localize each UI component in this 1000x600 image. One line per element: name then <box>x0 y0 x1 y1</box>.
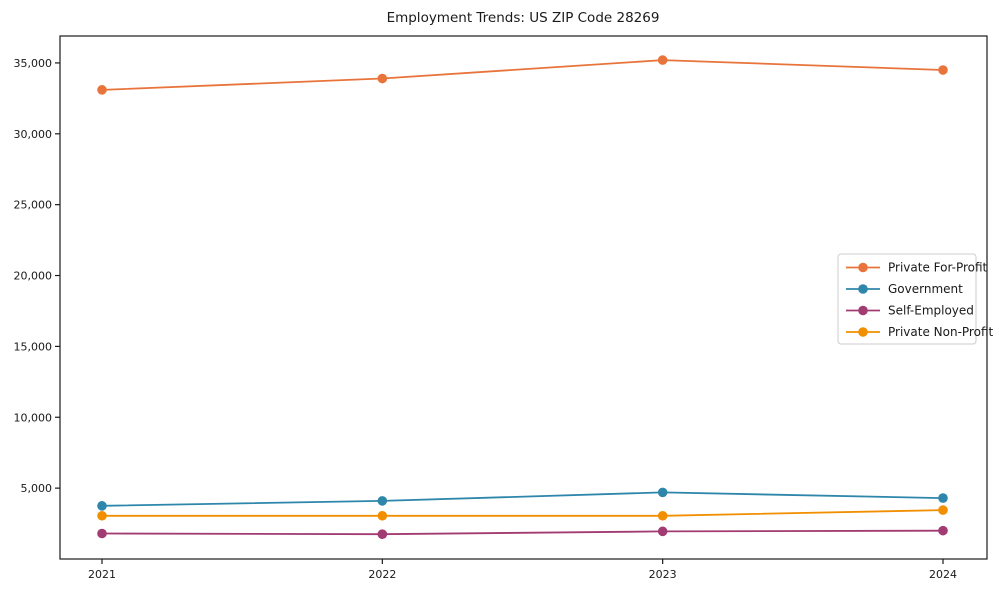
y-tick-label: 25,000 <box>14 199 53 212</box>
data-point-marker <box>97 501 107 511</box>
legend-label: Self-Employed <box>888 304 974 318</box>
data-point-marker <box>97 85 107 95</box>
data-point-marker <box>377 510 388 521</box>
data-point-marker <box>657 526 668 537</box>
data-point-marker <box>657 510 668 521</box>
data-point-marker <box>938 493 948 503</box>
data-point-marker <box>938 505 948 515</box>
x-tick-label: 2024 <box>929 568 957 581</box>
legend-marker <box>858 327 868 337</box>
y-tick-label: 30,000 <box>14 128 53 141</box>
legend-marker <box>858 284 868 294</box>
y-tick-label: 15,000 <box>14 340 53 353</box>
series-line-private-non-profit <box>102 509 944 517</box>
legend-label: Government <box>888 282 963 296</box>
x-tick-label: 2023 <box>649 568 677 581</box>
legend-marker <box>858 262 868 273</box>
data-point-marker <box>377 496 388 506</box>
y-tick-label: 10,000 <box>14 411 53 424</box>
legend-label: Private Non-Profit <box>888 325 994 339</box>
x-tick-label: 2021 <box>88 568 116 581</box>
data-point-marker <box>657 487 668 498</box>
series-line-private-for-profit <box>101 59 944 91</box>
data-point-marker <box>657 55 668 65</box>
axes-frame <box>59 35 988 560</box>
y-tick-label: 20,000 <box>14 270 53 283</box>
x-tick-label: 2022 <box>368 568 396 581</box>
data-point-marker <box>938 65 948 75</box>
series-line-self-employed <box>101 529 944 536</box>
data-point-marker <box>377 73 388 84</box>
y-tick-label: 35,000 <box>14 57 53 70</box>
legend-box <box>837 253 977 345</box>
data-point-marker <box>97 528 107 539</box>
data-point-marker <box>377 529 388 539</box>
legend-marker <box>858 305 868 316</box>
series-line-government <box>101 491 944 507</box>
data-point-marker <box>938 525 948 536</box>
legend-label: Private For-Profit <box>888 261 988 275</box>
chart-title: Employment Trends: US ZIP Code 28269 <box>387 10 660 26</box>
y-tick-label: 5,000 <box>21 482 53 495</box>
data-point-marker <box>97 510 107 521</box>
